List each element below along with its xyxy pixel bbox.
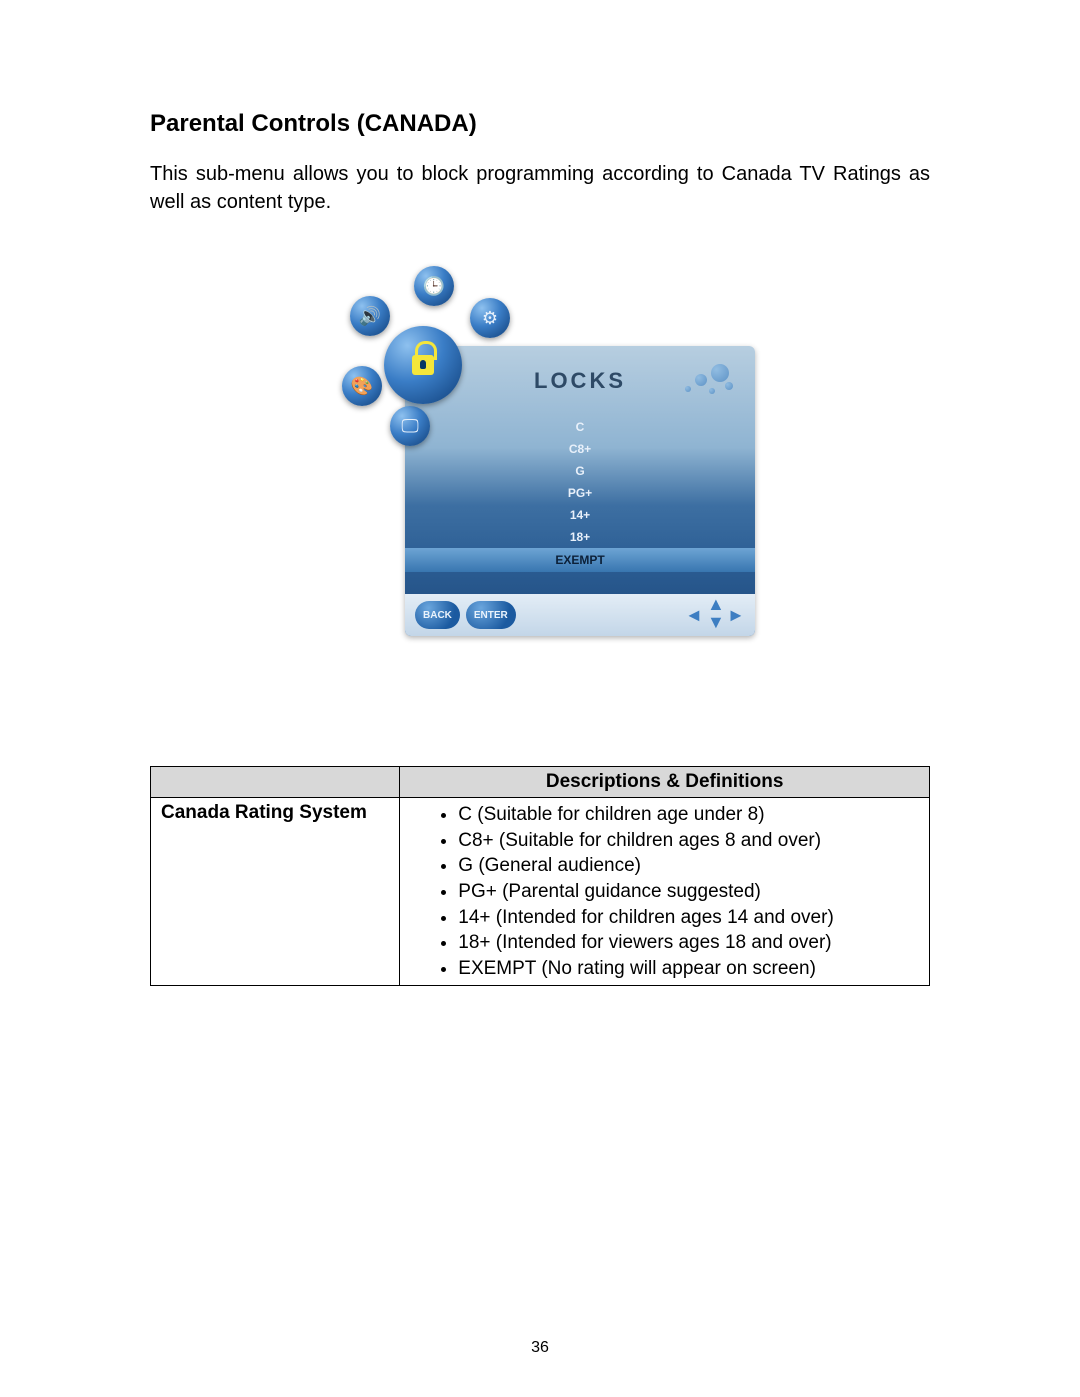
definition-item: PG+ (Parental guidance suggested) [458, 879, 919, 905]
rating-item[interactable]: 18+ [405, 526, 755, 548]
rating-item[interactable]: C [405, 416, 755, 438]
rating-item-selected[interactable]: EXEMPT [405, 548, 755, 572]
definition-item: EXEMPT (No rating will appear on screen) [458, 956, 919, 982]
table-row-label: Canada Rating System [151, 798, 400, 986]
lock-icon[interactable] [384, 326, 462, 404]
rating-item[interactable]: PG+ [405, 482, 755, 504]
definition-item: C (Suitable for children age under 8) [458, 802, 919, 828]
ratings-list: C C8+ G PG+ 14+ 18+ EXEMPT [405, 416, 755, 572]
screen-icon[interactable]: 🖵 [390, 406, 430, 446]
definition-item: 14+ (Intended for children ages 14 and o… [458, 905, 919, 931]
intro-text: This sub-menu allows you to block progra… [150, 160, 930, 216]
definitions-table: Descriptions & Definitions Canada Rating… [150, 766, 930, 986]
definition-item: 18+ (Intended for viewers ages 18 and ov… [458, 930, 919, 956]
panel-footer: BACK ENTER ◄ ▲ ▼ ► [405, 594, 755, 636]
page-number: 36 [0, 1339, 1080, 1357]
color-icon[interactable]: 🎨 [342, 366, 382, 406]
page-title: Parental Controls (CANADA) [150, 110, 930, 138]
back-button[interactable]: BACK [415, 601, 460, 629]
sound-icon[interactable]: 🔊 [350, 296, 390, 336]
tv-screenshot: LOCKS C C8+ G PG+ 14+ 18+ EXEMPT BACK EN… [330, 266, 750, 636]
definition-item: C8+ (Suitable for children ages 8 and ov… [458, 828, 919, 854]
table-row-definitions: C (Suitable for children age under 8) C8… [400, 798, 930, 986]
table-header: Descriptions & Definitions [400, 767, 930, 798]
rating-item[interactable]: 14+ [405, 504, 755, 526]
table-header-blank [151, 767, 400, 798]
enter-button[interactable]: ENTER [466, 601, 516, 629]
rating-item[interactable]: G [405, 460, 755, 482]
decorative-bubbles [681, 360, 741, 400]
gear-icon[interactable]: ⚙ [470, 298, 510, 338]
rating-item[interactable]: C8+ [405, 438, 755, 460]
clock-icon[interactable]: 🕒 [414, 266, 454, 306]
locks-panel: LOCKS C C8+ G PG+ 14+ 18+ EXEMPT BACK EN… [405, 346, 755, 636]
dpad-icon: ◄ ▲ ▼ ► [685, 598, 745, 630]
definition-item: G (General audience) [458, 853, 919, 879]
